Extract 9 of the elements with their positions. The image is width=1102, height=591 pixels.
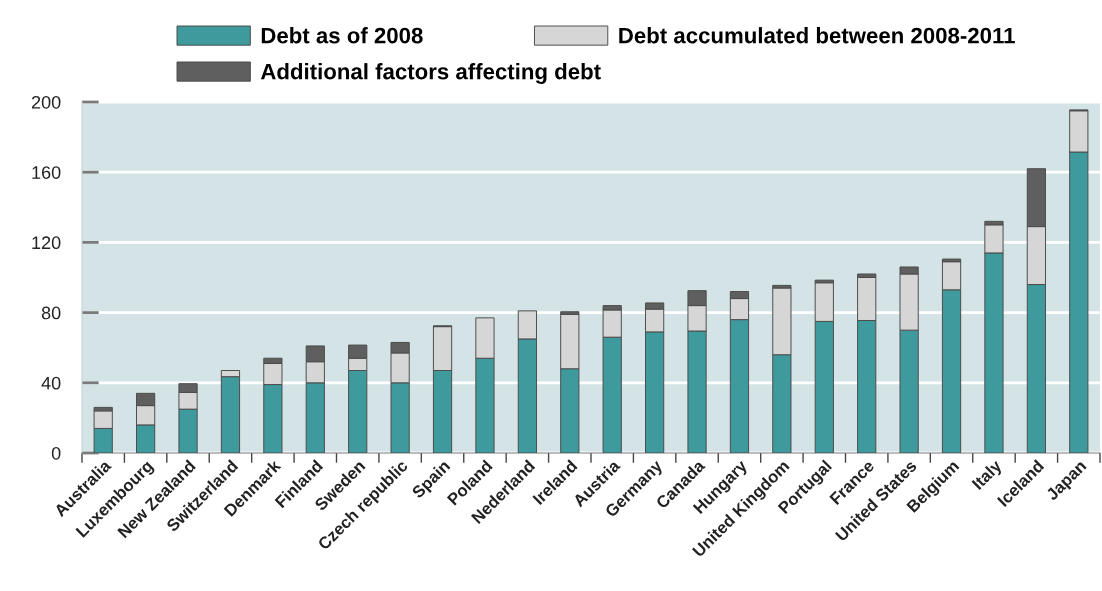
legend-label: Debt as of 2008 — [261, 27, 423, 44]
y-tick-label: 0 — [51, 446, 61, 460]
y-tick-label: 80 — [41, 306, 61, 320]
legend-label: Additional factors affecting debt — [260, 63, 601, 84]
y-tick-label: 200 — [31, 95, 61, 109]
y-tick-label: 120 — [32, 236, 61, 250]
y-tick-label: 160 — [32, 166, 61, 179]
legend-label: Debt accumulated between 2008-2011 — [619, 27, 1015, 44]
y-tick-label: 40 — [41, 376, 61, 390]
